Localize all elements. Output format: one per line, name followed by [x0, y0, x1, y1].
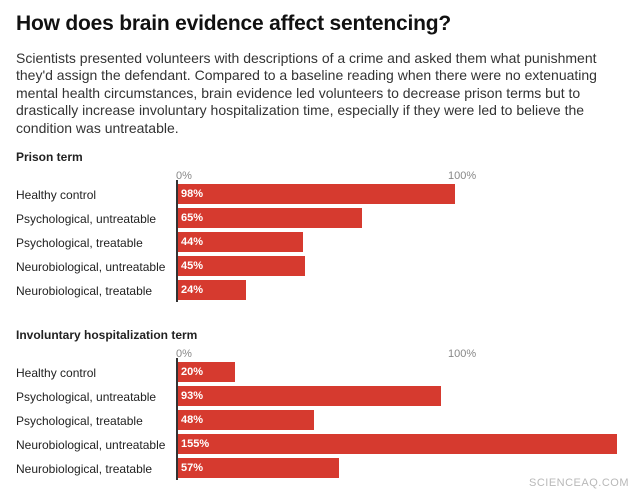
- category-label: Psychological, untreatable: [16, 212, 157, 226]
- bar-value-label: 45%: [181, 260, 204, 272]
- category-label: Neurobiological, untreatable: [16, 438, 166, 452]
- bar: [178, 458, 340, 478]
- bar-value-label: 44%: [181, 236, 204, 248]
- bar-value-label: 93%: [181, 390, 204, 402]
- bar-value-label: 155%: [181, 438, 210, 450]
- category-label: Neurobiological, untreatable: [16, 260, 166, 274]
- tick-label-0: 0%: [176, 170, 192, 182]
- bar-value-label: 48%: [181, 414, 204, 426]
- bar: [178, 256, 306, 276]
- bar: [178, 362, 235, 382]
- category-label: Psychological, untreatable: [16, 390, 157, 404]
- bar-value-label: 24%: [181, 284, 204, 296]
- bar: [178, 208, 362, 228]
- watermark: SCIENCEAQ.COM: [528, 477, 629, 489]
- bar: [178, 232, 303, 252]
- bar: [178, 184, 456, 204]
- bar-value-label: 65%: [181, 212, 204, 224]
- tick-label-100: 100%: [448, 348, 477, 360]
- chart-description: Scientists presented volunteers with des…: [16, 50, 597, 136]
- bar: [178, 280, 246, 300]
- chart-title: How does brain evidence affect sentencin…: [16, 12, 452, 35]
- category-label: Neurobiological, treatable: [16, 284, 153, 298]
- tick-label-0: 0%: [176, 348, 192, 360]
- prison-term-chart: Prison term 0% 100% Healthy control 98% Ps…: [16, 150, 636, 310]
- category-label: Neurobiological, treatable: [16, 462, 153, 476]
- bar-value-label: 57%: [181, 462, 204, 474]
- bar-value-label: 98%: [181, 188, 204, 200]
- bar: [178, 386, 442, 406]
- section-title-prison-term: Prison term: [16, 150, 83, 164]
- zero-baseline: [176, 180, 178, 302]
- bar: [178, 434, 617, 454]
- hospitalization-term-chart: Involuntary hospitalization term 0% 100%…: [16, 328, 636, 488]
- tick-label-100: 100%: [448, 170, 477, 182]
- bar: [178, 410, 314, 430]
- section-title-hospitalization-term: Involuntary hospitalization term: [16, 328, 198, 342]
- category-label: Healthy control: [16, 188, 97, 202]
- bar-value-label: 20%: [181, 366, 204, 378]
- category-label: Psychological, treatable: [16, 236, 143, 250]
- category-label: Healthy control: [16, 366, 97, 380]
- category-label: Psychological, treatable: [16, 414, 143, 428]
- zero-baseline: [176, 358, 178, 480]
